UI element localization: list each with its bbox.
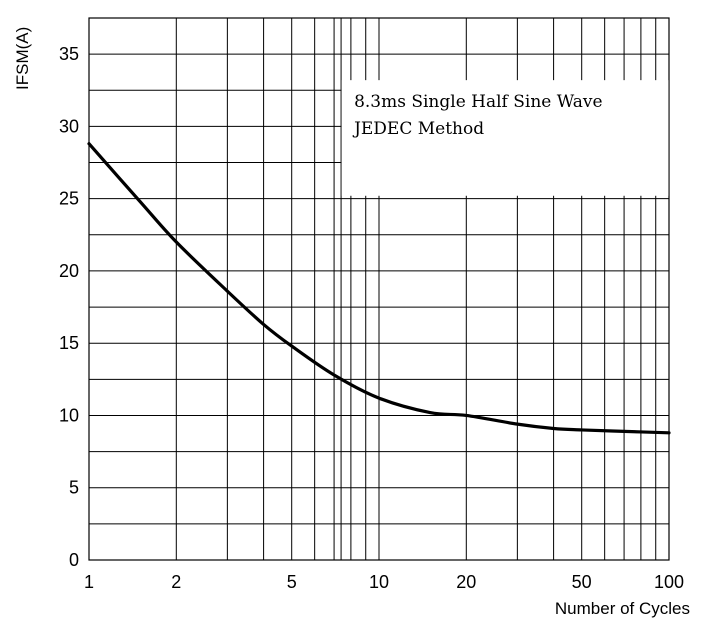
x-tick-label: 5	[287, 572, 297, 592]
annotation-line-1: 8.3ms Single Half Sine Wave	[354, 92, 602, 112]
y-tick-label: 20	[59, 261, 79, 281]
annotation-background	[341, 80, 669, 196]
y-tick-label: 25	[59, 189, 79, 209]
x-tick-label: 2	[171, 572, 181, 592]
x-tick-label: 1	[84, 572, 94, 592]
x-tick-label: 10	[369, 572, 389, 592]
y-tick-label: 0	[69, 550, 79, 570]
y-tick-labels: 0 5 10 15 20 25 30 35	[59, 44, 79, 570]
series-line-0	[87, 142, 671, 435]
series-layer	[87, 142, 671, 435]
y-tick-label: 5	[69, 478, 79, 498]
x-tick-label: 50	[572, 572, 592, 592]
y-tick-label: 15	[59, 333, 79, 353]
y-tick-label: 30	[59, 116, 79, 136]
y-axis-label: IFSM(A)	[13, 27, 32, 90]
x-tick-label: 100	[654, 572, 684, 592]
y-tick-label: 10	[59, 405, 79, 425]
plot-frame	[88, 17, 670, 561]
annotation-line-2: JEDEC Method	[352, 119, 484, 139]
x-tick-label: 20	[456, 572, 476, 592]
x-tick-labels: 1 2 5 10 20 50 100	[84, 572, 684, 592]
y-tick-label: 35	[59, 44, 79, 64]
x-axis-label: Number of Cycles	[555, 599, 690, 618]
annotation-box: 8.3ms Single Half Sine Wave JEDEC Method	[341, 80, 669, 196]
